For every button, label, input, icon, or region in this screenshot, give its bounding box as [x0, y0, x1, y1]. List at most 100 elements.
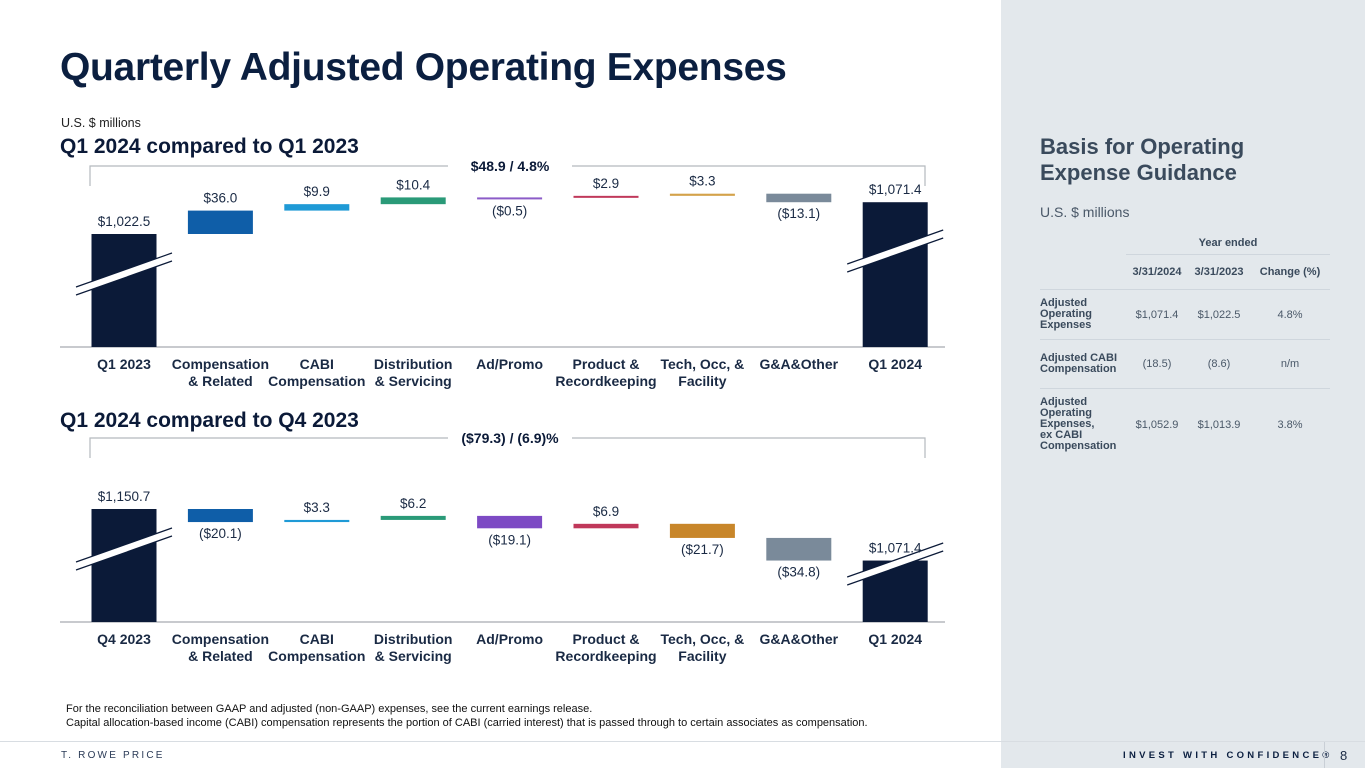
data-label: $2.9: [593, 176, 619, 191]
cell-value: $1,071.4: [1126, 289, 1188, 340]
axis-break-gap: [847, 230, 944, 272]
category-label: & Servicing: [375, 373, 452, 389]
axis-break-gap: [76, 253, 172, 295]
category-label: & Servicing: [375, 648, 452, 664]
axis-break-line: [75, 252, 173, 288]
total-bar: [91, 234, 157, 347]
axis-break-line: [75, 260, 173, 296]
data-label: ($0.5): [492, 203, 527, 218]
category-label: Compensation: [268, 648, 365, 664]
waterfall-chart-q1-vs-q1: $48.9 / 4.8% $1,022.5 Q1 2023 $36.0 Compensa…: [60, 158, 945, 389]
delta-bar: [669, 193, 735, 196]
axis-break-line: [846, 550, 944, 586]
data-label: ($19.1): [488, 532, 531, 547]
cell-value: $1,052.9: [1126, 388, 1188, 460]
tagline: INVEST WITH CONFIDENCE®: [1123, 750, 1333, 761]
bracket-line-left: [89, 437, 448, 458]
footer-divider: [0, 741, 1365, 742]
guidance-units: U.S. $ millions: [1040, 204, 1130, 220]
delta-bar: [187, 210, 253, 234]
delta-bar: [477, 515, 543, 529]
data-label: $3.3: [689, 174, 715, 189]
guidance-title: Basis for Operating Expense Guidance: [1040, 134, 1245, 185]
category-label: Facility: [678, 373, 726, 389]
total-bar: [862, 202, 928, 347]
data-label: $3.3: [304, 500, 330, 515]
table-row: Adjusted Operating Expenses $1,071.4 $1,02…: [1040, 289, 1330, 340]
category-label: Product &: [573, 356, 640, 372]
category-label: Recordkeeping: [555, 373, 656, 389]
column-header: 3/31/2024: [1126, 254, 1188, 290]
delta-bar: [766, 193, 832, 203]
page-number: 8: [1340, 748, 1348, 763]
year-ended-header: Year ended: [1198, 237, 1258, 249]
cell-value: 3.8%: [1250, 388, 1330, 460]
category-label: Compensation: [172, 356, 269, 372]
data-label: $9.9: [304, 184, 330, 199]
footnote-2: Capital allocation-based income (CABI) c…: [66, 717, 868, 729]
bracket-line-left: [89, 165, 448, 186]
axis-break-gap: [847, 543, 944, 585]
category-label: Compensation: [268, 373, 365, 389]
delta-bar: [573, 523, 639, 529]
category-label: Q4 2023: [97, 631, 151, 647]
data-label: $1,071.4: [869, 182, 922, 197]
category-label: Tech, Occ, &: [661, 356, 745, 372]
total-bar: [91, 509, 157, 622]
data-label: $6.2: [400, 496, 426, 511]
delta-bar: [669, 523, 735, 538]
axis-break-gap: [76, 528, 172, 570]
category-label: & Related: [188, 373, 253, 389]
category-label: Product &: [573, 631, 640, 647]
delta-bar: [766, 537, 832, 561]
axis-break-line: [75, 527, 173, 563]
row-label: Adjusted Operating Expenses: [1040, 289, 1126, 340]
total-change-label: $48.9 / 4.8%: [471, 158, 550, 174]
cell-value: 4.8%: [1250, 289, 1330, 340]
category-label: Distribution: [374, 631, 453, 647]
data-label: ($34.8): [777, 565, 820, 580]
axis-break-line: [846, 229, 944, 265]
category-label: Q1 2023: [97, 356, 151, 372]
data-label: $1,150.7: [98, 489, 151, 504]
axis-break-line: [846, 542, 944, 578]
data-label: $10.4: [396, 177, 430, 192]
delta-bar: [187, 509, 253, 523]
category-label: G&A&Other: [760, 356, 839, 372]
cell-value: (8.6): [1188, 339, 1250, 389]
page-number-divider: [1324, 742, 1325, 768]
cell-value: (18.5): [1126, 339, 1188, 389]
data-label: $36.0: [204, 191, 238, 206]
category-label: Q1 2024: [868, 631, 922, 647]
column-header: 3/31/2023: [1188, 254, 1250, 290]
category-label: Facility: [678, 648, 726, 664]
cell-value: n/m: [1250, 339, 1330, 389]
row-label: Adjusted CABI Compensation: [1040, 339, 1126, 389]
data-label: ($20.1): [199, 526, 242, 541]
total-change-label: ($79.3) / (6.9)%: [461, 430, 559, 446]
data-label: ($21.7): [681, 542, 724, 557]
brand-logo-text: T. ROWE PRICE: [61, 750, 165, 761]
footnotes: For the reconciliation between GAAP and …: [66, 702, 868, 730]
category-label: & Related: [188, 648, 253, 664]
chart-1-title: Q1 2024 compared to Q1 2023: [60, 135, 359, 158]
category-label: Recordkeeping: [555, 648, 656, 664]
table-row: Adjusted CABI Compensation (18.5) (8.6) n…: [1040, 339, 1330, 389]
category-label: Compensation: [172, 631, 269, 647]
cell-value: $1,022.5: [1188, 289, 1250, 340]
column-header: Change (%): [1250, 254, 1330, 290]
category-label: Ad/Promo: [476, 631, 543, 647]
data-label: $6.9: [593, 504, 619, 519]
category-label: CABI: [300, 356, 334, 372]
delta-bar: [380, 515, 446, 520]
category-label: G&A&Other: [760, 631, 839, 647]
data-label: $1,071.4: [869, 541, 922, 556]
delta-bar: [284, 519, 350, 523]
units-label: U.S. $ millions: [61, 116, 141, 130]
category-label: Distribution: [374, 356, 453, 372]
axis-break-line: [846, 237, 944, 273]
delta-bar: [477, 197, 543, 200]
category-label: Q1 2024: [868, 356, 922, 372]
category-label: Ad/Promo: [476, 356, 543, 372]
bracket-line-right: [572, 165, 926, 186]
